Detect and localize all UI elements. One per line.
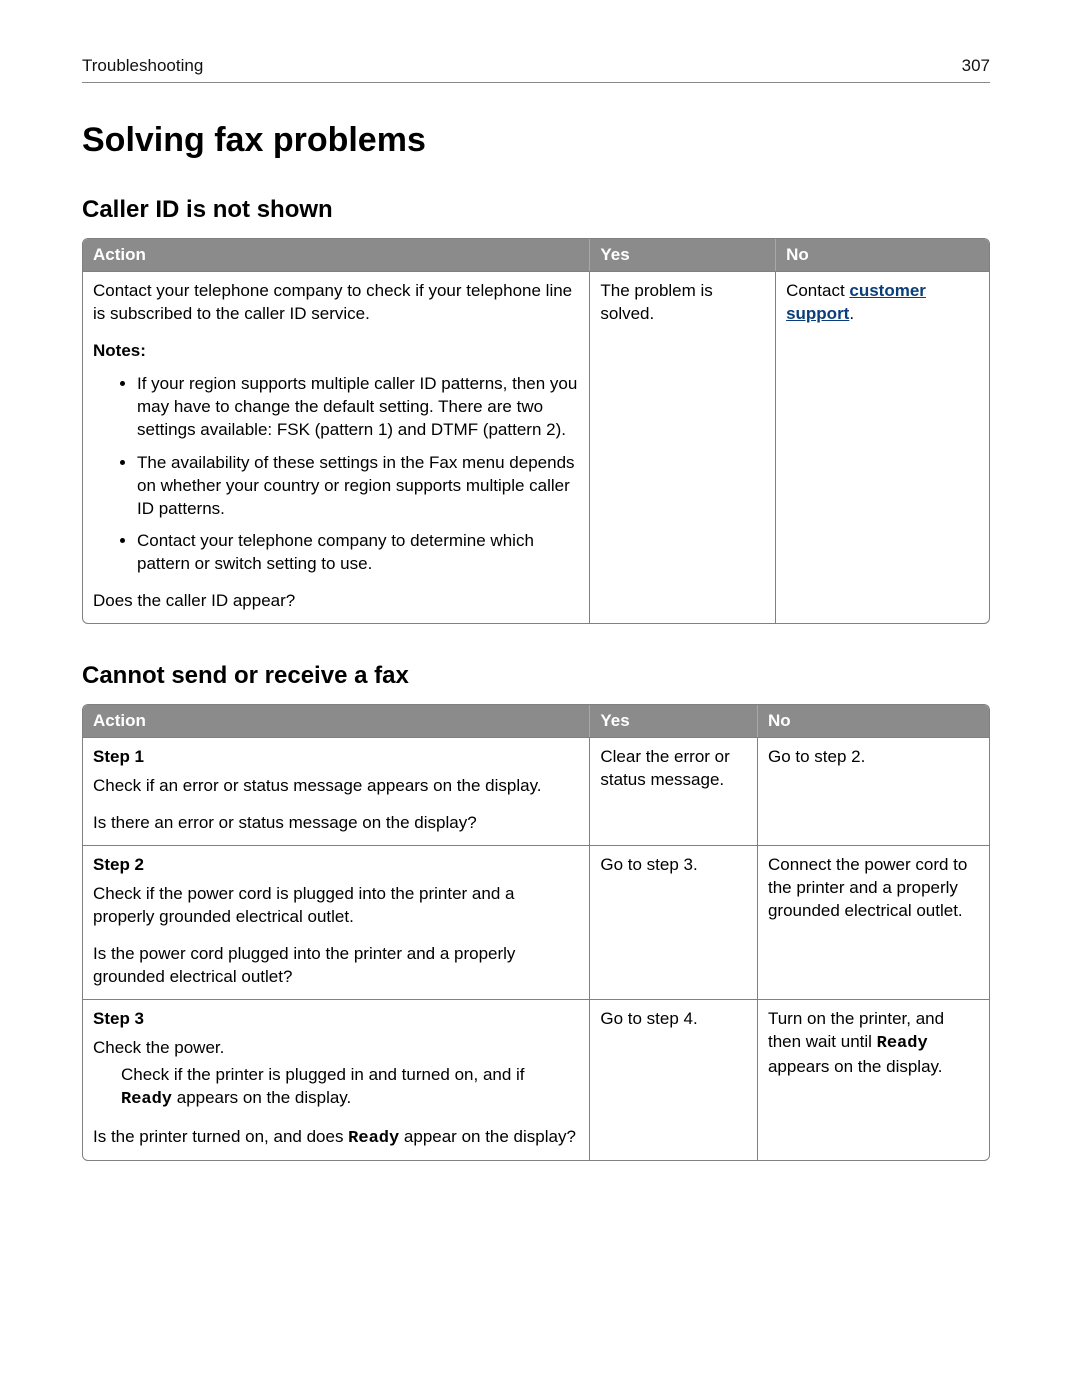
page-number: 307 [962, 56, 990, 76]
step-body: Check if an error or status message appe… [93, 775, 579, 798]
running-section: Troubleshooting [82, 56, 203, 76]
step-indent: Check if the printer is plugged in and t… [121, 1064, 579, 1112]
notes-list: If your region supports multiple caller … [93, 373, 579, 577]
running-header: Troubleshooting 307 [82, 56, 990, 83]
col-header-no: No [758, 705, 989, 737]
no-suffix: . [849, 304, 854, 323]
section-heading: Caller ID is not shown [82, 196, 990, 224]
list-item: The availability of these settings in th… [137, 452, 579, 521]
indent-pre: Check if the printer is plugged in and t… [121, 1065, 525, 1084]
step-body: Check if the power cord is plugged into … [93, 883, 579, 929]
col-header-action: Action [83, 705, 590, 737]
action-question: Does the caller ID appear? [93, 590, 579, 613]
no-prefix: Contact [786, 281, 849, 300]
step-question: Is the power cord plugged into the print… [93, 943, 579, 989]
col-header-no: No [776, 239, 989, 271]
page-title: Solving fax problems [82, 121, 990, 160]
col-header-yes: Yes [590, 705, 758, 737]
section-heading: Cannot send or receive a fax [82, 662, 990, 690]
action-cell: Step 3 Check the power. Check if the pri… [83, 999, 590, 1161]
action-cell: Step 1 Check if an error or status messa… [83, 737, 590, 845]
step-label: Step 2 [93, 854, 579, 877]
step-question: Is the printer turned on, and does Ready… [93, 1126, 579, 1151]
troubleshooting-table: Action Yes No Step 1 Check if an error o… [82, 704, 990, 1161]
question-post: appear on the display? [399, 1127, 576, 1146]
question-pre: Is the printer turned on, and does [93, 1127, 348, 1146]
list-item: If your region supports multiple caller … [137, 373, 579, 442]
no-cell: Contact customer support. [776, 271, 989, 623]
action-intro: Contact your telephone company to check … [93, 280, 579, 326]
yes-cell: Go to step 4. [590, 999, 758, 1161]
table-header-row: Action Yes No [83, 239, 989, 271]
section-caller-id: Caller ID is not shown Action Yes No Con… [82, 196, 990, 624]
ready-keyword: Ready [348, 1129, 399, 1148]
step-body: Check the power. [93, 1037, 579, 1060]
no-cell: Go to step 2. [758, 737, 989, 845]
table-row: Step 3 Check the power. Check if the pri… [83, 999, 989, 1161]
action-cell: Contact your telephone company to check … [83, 271, 590, 623]
list-item: Contact your telephone company to determ… [137, 530, 579, 576]
step-label: Step 1 [93, 746, 579, 769]
no-cell: Connect the power cord to the printer an… [758, 845, 989, 999]
step-label: Step 3 [93, 1008, 579, 1031]
yes-cell: Go to step 3. [590, 845, 758, 999]
indent-post: appears on the display. [172, 1088, 351, 1107]
col-header-yes: Yes [590, 239, 776, 271]
troubleshooting-table: Action Yes No Contact your telephone com… [82, 238, 990, 624]
ready-keyword: Ready [877, 1034, 928, 1053]
page: Troubleshooting 307 Solving fax problems… [0, 0, 1080, 1221]
yes-cell: Clear the error or status message. [590, 737, 758, 845]
table-row: Step 2 Check if the power cord is plugge… [83, 845, 989, 999]
section-cannot-fax: Cannot send or receive a fax Action Yes … [82, 662, 990, 1161]
no-post: appears on the display. [768, 1057, 943, 1076]
col-header-action: Action [83, 239, 590, 271]
table-header-row: Action Yes No [83, 705, 989, 737]
action-cell: Step 2 Check if the power cord is plugge… [83, 845, 590, 999]
step-question: Is there an error or status message on t… [93, 812, 579, 835]
notes-label: Notes: [93, 340, 579, 363]
yes-cell: The problem is solved. [590, 271, 776, 623]
no-cell: Turn on the printer, and then wait until… [758, 999, 989, 1161]
table-row: Contact your telephone company to check … [83, 271, 989, 623]
ready-keyword: Ready [121, 1090, 172, 1109]
table-row: Step 1 Check if an error or status messa… [83, 737, 989, 845]
